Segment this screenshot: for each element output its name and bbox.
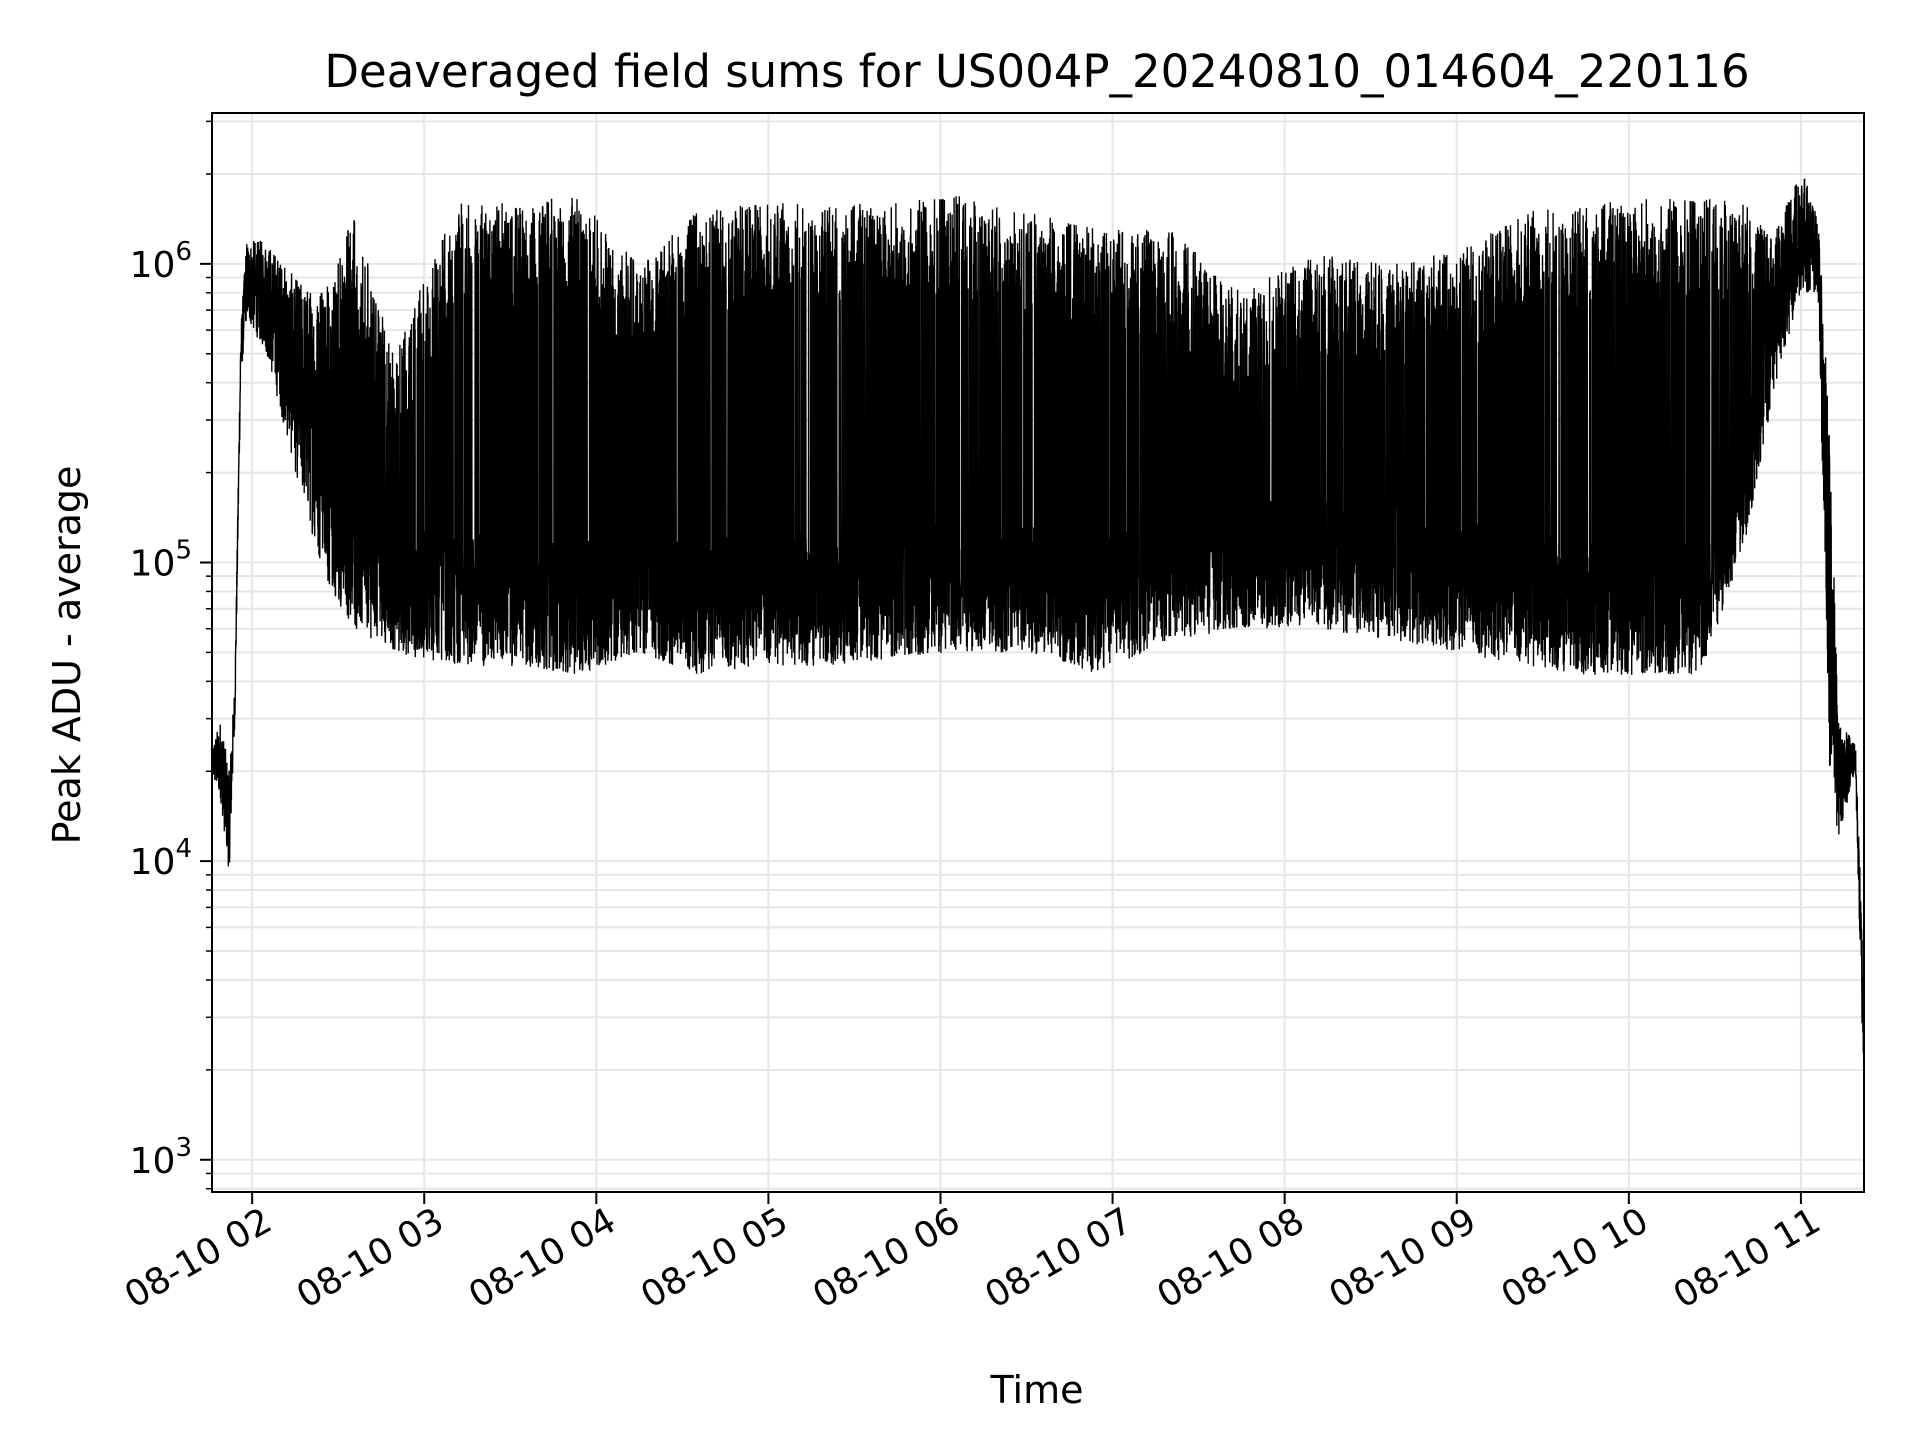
y-tick-base: 10 [130,245,176,286]
y-tick-label: 106 [130,237,192,286]
plot-area [212,178,1864,1089]
y-tick-exponent: 5 [175,535,192,565]
y-tick-label: 104 [130,834,192,883]
y-tick-exponent: 6 [175,237,192,267]
series-line [212,178,1864,1089]
y-tick-exponent: 4 [175,834,192,864]
x-axis-label: Time [990,1368,1084,1412]
chart-title: Deaveraged field sums for US004P_2024081… [324,45,1749,98]
y-tick-label: 105 [130,535,192,584]
y-tick-label: 103 [130,1133,192,1182]
y-axis-label: Peak ADU - average [45,466,89,845]
y-tick-base: 10 [130,1141,176,1182]
y-tick-base: 10 [130,842,176,883]
y-tick-exponent: 3 [175,1133,192,1163]
y-tick-base: 10 [130,543,176,584]
